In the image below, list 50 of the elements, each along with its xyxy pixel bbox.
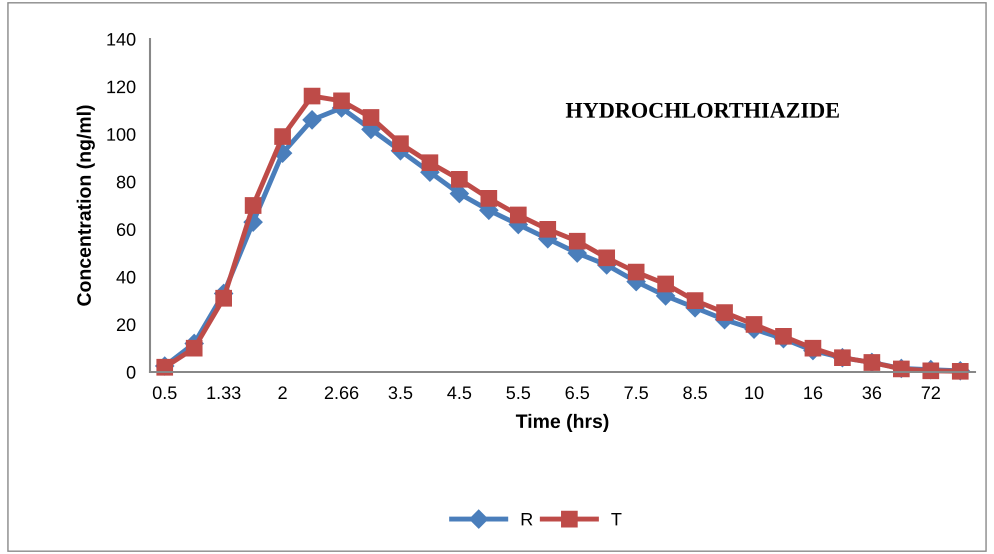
point xyxy=(451,171,468,188)
point xyxy=(746,316,762,333)
point xyxy=(362,109,380,126)
x-tick-label: 3.5 xyxy=(388,386,412,400)
x-tick-label: 8.5 xyxy=(683,386,707,400)
x-tick-label: 72 xyxy=(922,386,940,399)
point xyxy=(716,304,733,321)
point xyxy=(686,292,704,309)
point xyxy=(304,88,320,104)
point xyxy=(628,264,644,280)
point xyxy=(480,190,498,207)
legend-label: R xyxy=(522,513,532,526)
y-tick-label: 80 xyxy=(116,176,136,188)
y-tick-label: 0 xyxy=(126,366,136,379)
point xyxy=(568,232,586,250)
y-tick-label: 40 xyxy=(116,270,136,284)
x-tick-label: 4.5 xyxy=(447,386,472,400)
point xyxy=(775,328,792,345)
point xyxy=(657,276,674,292)
point xyxy=(804,340,822,357)
y-tick-label: 60 xyxy=(116,223,136,236)
x-tick-label: 7.5 xyxy=(624,386,648,400)
y-tick-label: 140 xyxy=(107,32,136,46)
point xyxy=(510,206,527,224)
x-tick-label: 16 xyxy=(804,386,822,400)
point xyxy=(215,290,232,307)
point xyxy=(333,92,350,110)
x-tick-label: 10 xyxy=(745,386,764,400)
y-tick-label: 20 xyxy=(116,318,136,332)
x-tick-label: 5.5 xyxy=(506,386,530,400)
point xyxy=(598,249,616,266)
point xyxy=(392,135,409,152)
point xyxy=(422,154,438,172)
point xyxy=(244,197,262,214)
x-axis-title: Time (hrs) xyxy=(516,414,608,432)
y-tick-label: 100 xyxy=(107,128,136,141)
point xyxy=(186,340,203,357)
legend-label: T xyxy=(611,513,622,526)
x-tick-label: 2.66 xyxy=(324,386,358,400)
text: HYDROCHLORTHIAZIDE xyxy=(566,102,839,118)
point xyxy=(539,220,556,238)
point xyxy=(274,128,291,145)
y-axis-title: Concentration (ng/ml) xyxy=(76,105,95,306)
x-tick-label: 1.33 xyxy=(207,386,240,400)
x-tick-label: 6.5 xyxy=(566,386,590,400)
point xyxy=(302,110,322,130)
y-tick-label: 120 xyxy=(107,80,136,94)
x-tick-label: 2 xyxy=(278,386,287,399)
x-tick-label: 0.5 xyxy=(152,386,177,400)
x-tick-label: 36 xyxy=(862,386,882,400)
